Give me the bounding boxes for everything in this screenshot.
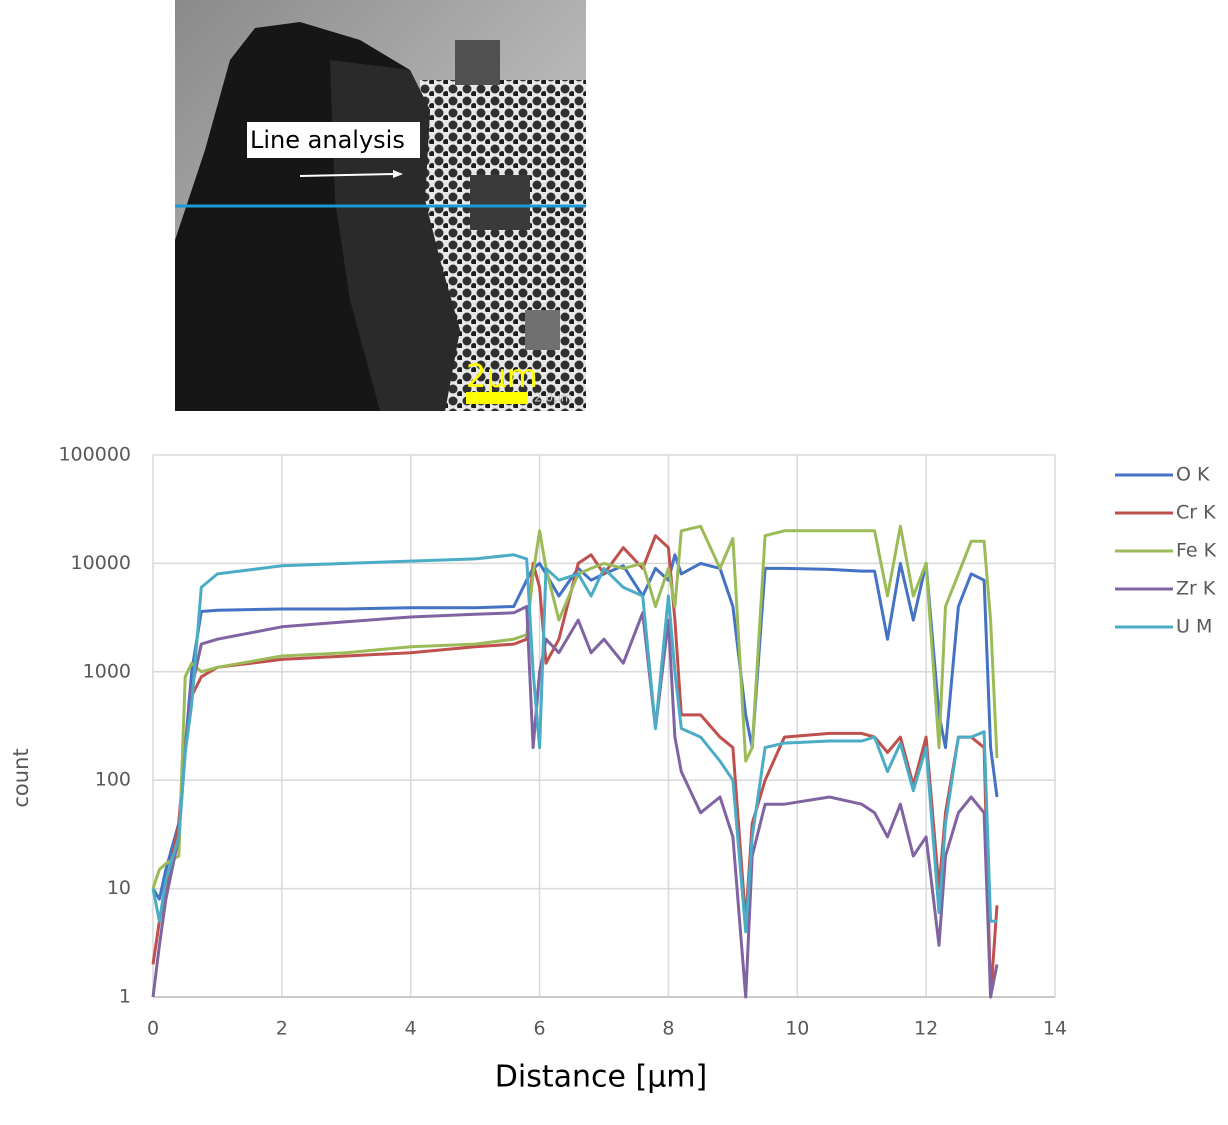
y-tick-label: 10000: [71, 552, 131, 574]
x-tick-label: 2: [276, 1018, 288, 1040]
x-tick-label: 14: [1043, 1018, 1067, 1040]
legend-label: U M: [1176, 616, 1212, 638]
y-tick-label: 1: [119, 986, 131, 1008]
x-tick-label: 4: [405, 1018, 417, 1040]
y-tick-label: 10: [107, 877, 131, 899]
x-tick-label: 0: [147, 1018, 159, 1040]
legend-label: O K: [1176, 464, 1210, 486]
x-tick-label: 12: [914, 1018, 938, 1040]
x-tick-label: 6: [534, 1018, 546, 1040]
data-line: [151, 605, 999, 999]
y-axis-label: count: [9, 748, 33, 807]
scale-text: 2.0μm: [534, 391, 572, 405]
data-line: [151, 553, 999, 901]
image-label: Line analysis: [250, 126, 405, 154]
legend-label: Cr K: [1176, 502, 1216, 524]
x-tick-label: 10: [785, 1018, 809, 1040]
legend-label: Fe K: [1176, 540, 1217, 562]
x-tick-label: 8: [662, 1018, 674, 1040]
data-line: [151, 524, 999, 890]
x-axis-label: Distance [μm]: [495, 1060, 707, 1095]
legend-label: Zr K: [1176, 578, 1216, 600]
data-line: [151, 553, 997, 934]
scale-bar-label: 2μm: [466, 357, 538, 395]
data-line: [151, 534, 999, 999]
y-tick-label: 1000: [83, 660, 131, 682]
y-tick-label: 100000: [58, 444, 131, 466]
micrograph: Line analysis 2μm 2.0μm: [175, 0, 586, 411]
y-tick-label: 100: [95, 769, 131, 791]
